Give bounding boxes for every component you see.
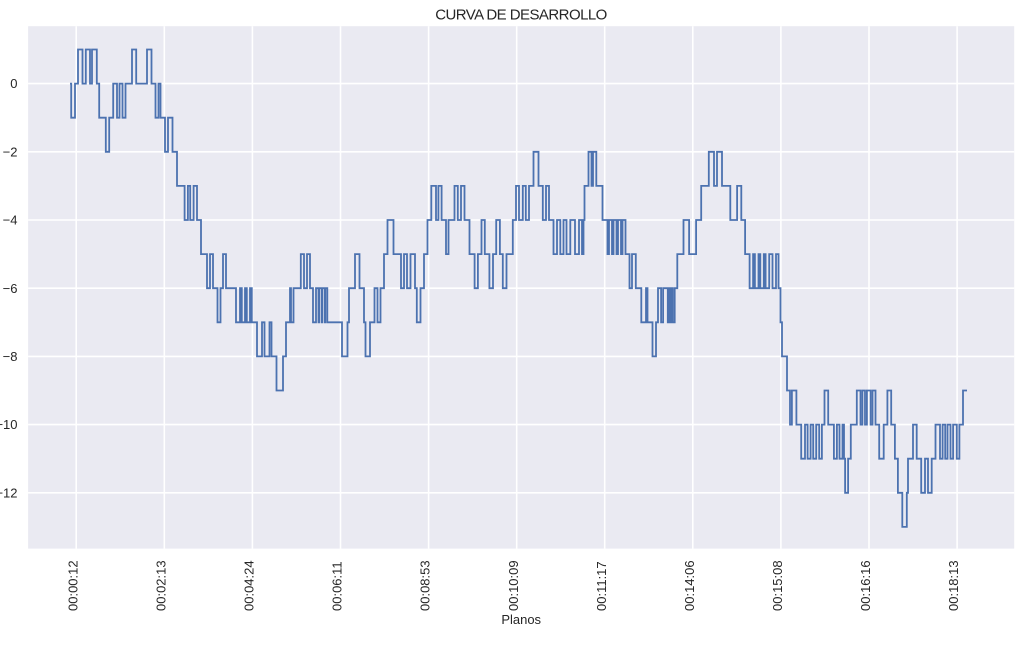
svg-text:CURVA DE DESARROLLO: CURVA DE DESARROLLO xyxy=(435,6,607,23)
svg-text:00:14:06: 00:14:06 xyxy=(682,560,697,611)
svg-text:−10: −10 xyxy=(0,417,18,432)
svg-text:00:16:16: 00:16:16 xyxy=(858,560,873,611)
svg-text:00:06:11: 00:06:11 xyxy=(330,561,345,611)
svg-text:00:11:17: 00:11:17 xyxy=(594,561,609,611)
svg-text:−4: −4 xyxy=(3,213,18,228)
svg-text:0: 0 xyxy=(10,76,17,91)
svg-text:00:15:08: 00:15:08 xyxy=(770,560,785,611)
svg-text:−6: −6 xyxy=(3,281,18,296)
svg-text:−12: −12 xyxy=(0,485,18,500)
svg-text:Planos: Planos xyxy=(501,612,541,627)
svg-text:00:18:13: 00:18:13 xyxy=(946,560,961,611)
svg-text:00:02:13: 00:02:13 xyxy=(153,560,168,611)
svg-text:00:00:12: 00:00:12 xyxy=(65,560,80,611)
svg-text:−8: −8 xyxy=(3,349,18,364)
svg-text:00:10:09: 00:10:09 xyxy=(506,560,521,611)
svg-text:−2: −2 xyxy=(3,144,18,159)
svg-text:00:04:24: 00:04:24 xyxy=(242,560,257,611)
svg-text:00:08:53: 00:08:53 xyxy=(418,560,433,611)
